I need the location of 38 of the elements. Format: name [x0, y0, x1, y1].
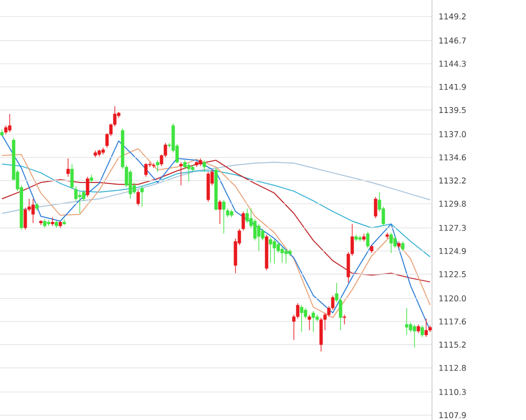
candlestick: [424, 318, 428, 338]
candlestick: [276, 242, 280, 254]
candlestick: [300, 304, 304, 332]
candlestick: [136, 190, 140, 206]
candlestick: [420, 325, 424, 338]
candlestick: [82, 190, 86, 202]
candlestick: [272, 239, 276, 264]
candlestick: [268, 237, 272, 263]
candlestick: [86, 176, 90, 198]
candlestick: [405, 308, 408, 336]
candlestick: [202, 160, 206, 172]
candlestick: [78, 192, 82, 214]
candlestick: [412, 324, 416, 348]
candlestick: [222, 200, 226, 234]
candlestick: [50, 216, 54, 226]
candlestick: [24, 207, 27, 230]
candlestick: [308, 314, 312, 331]
candlestick: [284, 248, 288, 264]
candlestick: [179, 162, 183, 186]
candlestick: [187, 162, 190, 182]
candlestick: [296, 302, 300, 319]
candlestick: [140, 186, 144, 207]
candlestick: [156, 160, 160, 172]
candlestick: [312, 310, 315, 332]
candlestick: [31, 198, 35, 224]
candlestick: [342, 314, 346, 325]
candlestick: [66, 158, 70, 178]
candlestick: [218, 200, 222, 224]
candlestick: [374, 196, 378, 219]
candlestick: [366, 231, 370, 248]
candlestick: [389, 232, 393, 254]
candlestick: [8, 114, 12, 133]
candlestick: [242, 211, 245, 232]
candlestick: [144, 162, 148, 178]
candlestick: [261, 228, 264, 241]
candlestick: [280, 246, 284, 263]
candlestick: [257, 224, 260, 252]
candlestick: [401, 241, 404, 252]
